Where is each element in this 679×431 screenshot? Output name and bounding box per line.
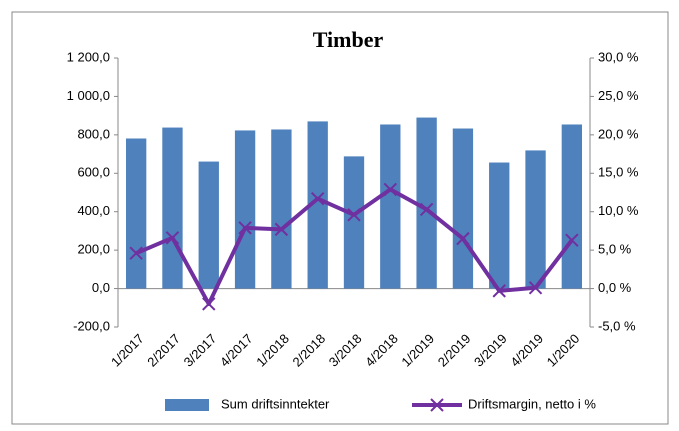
bar: [489, 162, 510, 289]
bar: [525, 150, 546, 289]
y-tick-label: 1 200,0: [67, 49, 110, 64]
bar: [125, 138, 147, 289]
y2-tick-label: 5,0 %: [598, 242, 632, 257]
marker: [274, 222, 289, 237]
bar: [234, 130, 256, 289]
bar: [307, 121, 328, 289]
marker: [492, 284, 506, 298]
marker: [310, 191, 325, 206]
marker: [383, 182, 398, 197]
marker: [419, 202, 434, 217]
legend-label: Driftsmargin, netto i %: [468, 396, 596, 411]
bar: [271, 129, 292, 289]
y2-tick-label: -5,0 %: [598, 318, 636, 333]
y-tick-label: -200,0: [73, 318, 110, 333]
chart-frame: [11, 11, 669, 425]
bar: [416, 117, 437, 289]
bar: [561, 124, 583, 289]
bar: [343, 156, 365, 289]
marker: [129, 246, 143, 260]
y2-tick-label: 10,0 %: [598, 203, 639, 218]
y-tick-label: 400,0: [77, 203, 110, 218]
marker: [202, 297, 216, 311]
marker: [238, 221, 252, 235]
bar: [198, 161, 219, 289]
y2-tick-label: 0,0 %: [598, 280, 632, 295]
y-tick-label: 600,0: [77, 165, 110, 180]
legend-label: Sum driftsinntekter: [221, 396, 330, 411]
bar: [162, 127, 183, 289]
y2-tick-label: 15,0 %: [598, 165, 639, 180]
y2-tick-label: 30,0 %: [598, 49, 639, 64]
bar: [452, 128, 474, 289]
chart-title: Timber: [313, 27, 384, 52]
marker: [456, 231, 470, 246]
y-tick-label: 800,0: [77, 126, 110, 141]
marker: [347, 208, 361, 222]
marker: [565, 233, 579, 247]
marker: [165, 231, 180, 245]
y-tick-label: 0,0: [92, 280, 110, 295]
legend-swatch: [165, 399, 209, 411]
y2-tick-label: 20,0 %: [598, 126, 639, 141]
legend-marker: [430, 398, 444, 412]
bar: [380, 124, 401, 289]
y2-tick-label: 25,0 %: [598, 88, 639, 103]
y-tick-label: 200,0: [77, 242, 110, 257]
marker: [528, 281, 543, 295]
y-tick-label: 1 000,0: [67, 88, 110, 103]
